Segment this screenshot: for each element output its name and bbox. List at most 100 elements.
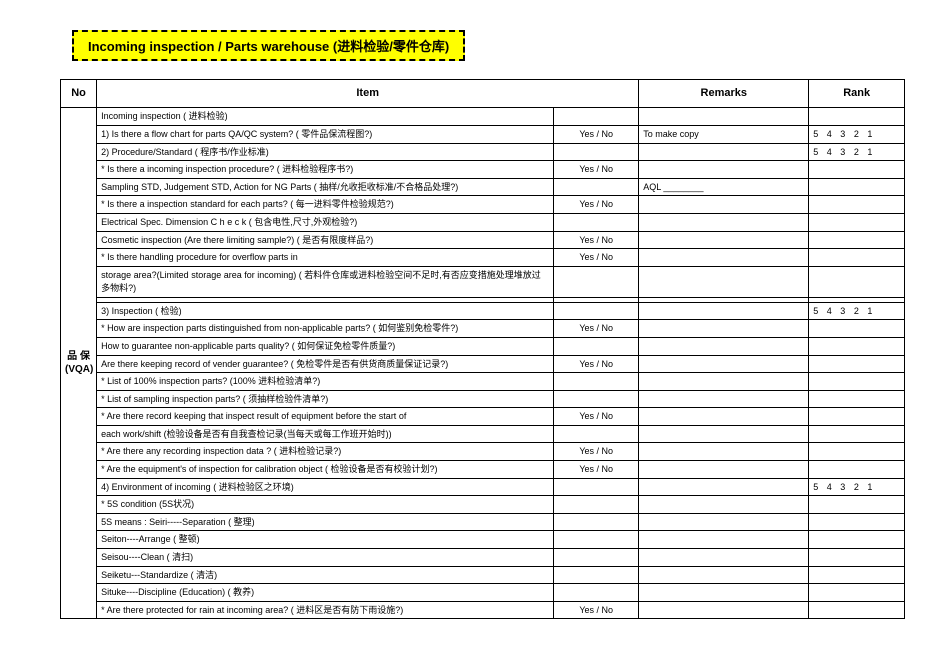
rank-cell [809,266,905,297]
yn-cell [554,108,639,126]
table-row: * Is there a inspection standard for eac… [61,196,905,214]
yn-cell [554,513,639,531]
remarks-cell [639,496,809,514]
rank-cell [809,231,905,249]
table-row: Cosmetic inspection (Are there limiting … [61,231,905,249]
header-remarks: Remarks [639,80,809,108]
remarks-cell [639,373,809,391]
table-row: * How are inspection parts distinguished… [61,320,905,338]
header-rank: Rank [809,80,905,108]
table-row: Situke----Discipline (Education) ( 教养) [61,584,905,602]
table-row: Sampling STD, Judgement STD, Action for … [61,178,905,196]
table-row: * List of sampling inspection parts? ( 须… [61,390,905,408]
header-no: No [61,80,97,108]
table-row: * Is there handling procedure for overfl… [61,249,905,267]
table-row: Seiton----Arrange ( 整顿) [61,531,905,549]
rank-cell [809,513,905,531]
table-row: 5S means : Seiri-----Separation ( 整理) [61,513,905,531]
rank-cell [809,108,905,126]
item-cell: * Are there record keeping that inspect … [97,408,554,426]
yn-cell [554,337,639,355]
side-label: 品 保 (VQA) [61,108,97,619]
table-row: Seiketu---Standardize ( 清洁) [61,566,905,584]
item-cell: storage area?(Limited storage area for i… [97,266,554,297]
rank-cell [809,496,905,514]
item-cell: Are there keeping record of vender guara… [97,355,554,373]
rank-cell [809,249,905,267]
remarks-cell [639,302,809,320]
yn-cell [554,178,639,196]
table-row: How to guarantee non-applicable parts qu… [61,337,905,355]
table-row: * Are the equipment's of inspection for … [61,461,905,479]
item-cell: 2) Procedure/Standard ( 程序书/作业标准) [97,143,554,161]
table-row: each work/shift (检验设备是否有自我查检记录(当每天或每工作班开… [61,425,905,443]
item-cell: 1) Is there a flow chart for parts QA/QC… [97,125,554,143]
remarks-cell [639,461,809,479]
item-cell: 4) Environment of incoming ( 进料检验区之环境) [97,478,554,496]
item-cell: * Are the equipment's of inspection for … [97,461,554,479]
yn-cell [554,584,639,602]
table-row: Seisou----Clean ( 清扫) [61,549,905,567]
rank-cell [809,320,905,338]
yn-cell [554,531,639,549]
item-cell: Electrical Spec. Dimension C h e c k ( 包… [97,213,554,231]
remarks-cell [639,143,809,161]
table-row: * Is there a incoming inspection procedu… [61,161,905,179]
table-row: Are there keeping record of vender guara… [61,355,905,373]
yn-cell: Yes / No [554,355,639,373]
rank-cell [809,584,905,602]
item-cell: Seiketu---Standardize ( 清洁) [97,566,554,584]
yn-cell [554,143,639,161]
rank-cell [809,355,905,373]
remarks-cell [639,213,809,231]
yn-cell [554,390,639,408]
yn-cell: Yes / No [554,196,639,214]
inspection-table: No Item Remarks Rank 品 保 (VQA) Incoming … [60,79,905,619]
rank-cell [809,178,905,196]
yn-cell: Yes / No [554,125,639,143]
remarks-cell [639,390,809,408]
rank-cell [809,390,905,408]
table-row: storage area?(Limited storage area for i… [61,266,905,297]
yn-cell: Yes / No [554,443,639,461]
item-cell: Cosmetic inspection (Are there limiting … [97,231,554,249]
rank-cell [809,601,905,619]
item-cell: * Is there handling procedure for overfl… [97,249,554,267]
yn-cell: Yes / No [554,249,639,267]
yn-cell [554,496,639,514]
rank-cell [809,373,905,391]
remarks-cell [639,601,809,619]
yn-cell: Yes / No [554,161,639,179]
item-cell: Situke----Discipline (Education) ( 教养) [97,584,554,602]
remarks-cell: To make copy [639,125,809,143]
item-cell: * List of 100% inspection parts? (100% 进… [97,373,554,391]
item-cell: * How are inspection parts distinguished… [97,320,554,338]
rank-cell [809,531,905,549]
remarks-cell [639,584,809,602]
table-row: 品 保 (VQA) Incoming inspection ( 进料检验) [61,108,905,126]
remarks-cell [639,478,809,496]
remarks-cell [639,531,809,549]
yn-cell: Yes / No [554,408,639,426]
table-row: * Are there any recording inspection dat… [61,443,905,461]
remarks-cell [639,566,809,584]
item-cell: Incoming inspection ( 进料检验) [97,108,554,126]
yn-cell: Yes / No [554,231,639,249]
table-row: Electrical Spec. Dimension C h e c k ( 包… [61,213,905,231]
section-banner: Incoming inspection / Parts warehouse (进… [72,30,465,61]
table-row: * Are there protected for rain at incomi… [61,601,905,619]
item-cell: * Are there protected for rain at incomi… [97,601,554,619]
item-cell: Sampling STD, Judgement STD, Action for … [97,178,554,196]
remarks-cell [639,337,809,355]
rank-cell [809,425,905,443]
remarks-cell [639,161,809,179]
yn-cell [554,549,639,567]
item-cell: * 5S condition (5S状况) [97,496,554,514]
rank-cell: 5 4 3 2 1 [809,125,905,143]
table-row: 4) Environment of incoming ( 进料检验区之环境) 5… [61,478,905,496]
item-cell: * Is there a incoming inspection procedu… [97,161,554,179]
yn-cell [554,213,639,231]
yn-cell: Yes / No [554,320,639,338]
item-cell: * List of sampling inspection parts? ( 须… [97,390,554,408]
yn-cell [554,373,639,391]
